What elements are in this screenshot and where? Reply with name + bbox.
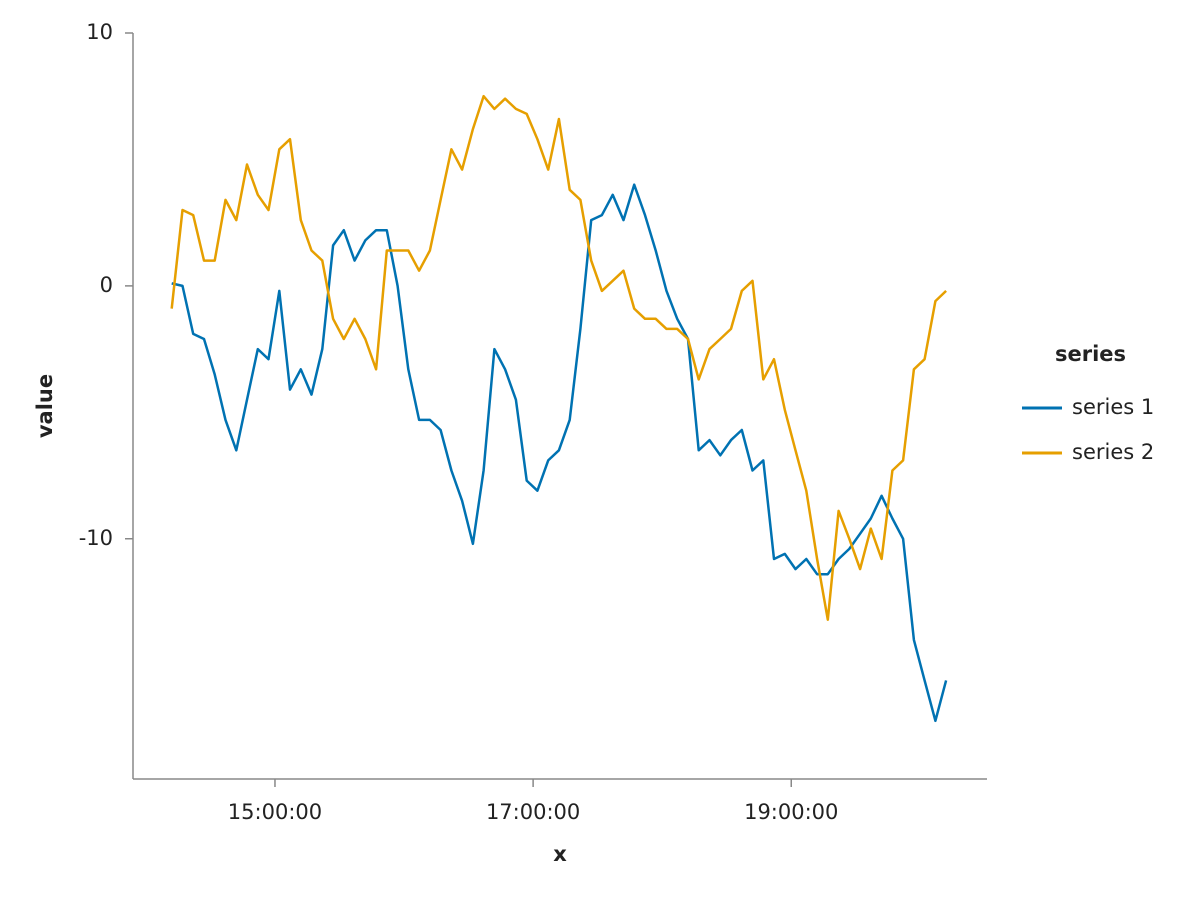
series-line xyxy=(171,183,948,723)
y-tick-label: -10 xyxy=(79,526,113,550)
x-tick-label: 17:00:00 xyxy=(486,800,580,824)
legend-title: series xyxy=(1055,342,1126,366)
legend-label: series 1 xyxy=(1072,395,1154,419)
y-tick-label: 10 xyxy=(86,20,113,44)
x-tick-label: 15:00:00 xyxy=(228,800,322,824)
series-line xyxy=(170,94,947,621)
y-axis-label: value xyxy=(33,374,57,438)
y-tick-label: 0 xyxy=(100,273,113,297)
x-tick-label: 19:00:00 xyxy=(744,800,838,824)
legend-label: series 2 xyxy=(1072,440,1154,464)
x-axis-label: x xyxy=(553,842,567,866)
